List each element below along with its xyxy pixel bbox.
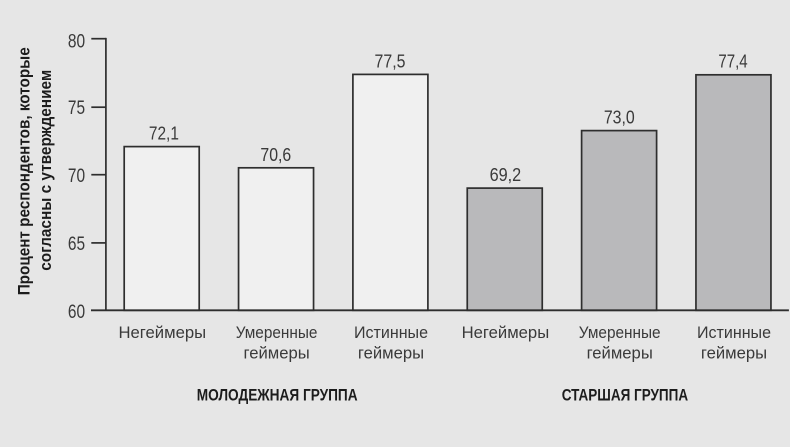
svg-text:Истинные: Истинные — [697, 324, 771, 342]
svg-text:геймеры: геймеры — [587, 344, 653, 362]
svg-text:69,2: 69,2 — [490, 164, 522, 185]
svg-text:согласны с утверждением: согласны с утверждением — [36, 70, 55, 271]
svg-text:геймеры: геймеры — [244, 344, 310, 362]
svg-text:Умеренные: Умеренные — [579, 324, 661, 342]
svg-text:МОЛОДЕЖНАЯ ГРУППА: МОЛОДЕЖНАЯ ГРУППА — [197, 385, 358, 404]
svg-text:65: 65 — [68, 233, 85, 255]
svg-text:Негеймеры: Негеймеры — [119, 324, 207, 342]
svg-text:72,1: 72,1 — [149, 123, 179, 144]
svg-text:73,0: 73,0 — [604, 107, 635, 128]
svg-text:СТАРШАЯ ГРУППА: СТАРШАЯ ГРУППА — [562, 385, 688, 404]
svg-text:Процент респондентов, которые: Процент респондентов, которые — [15, 47, 34, 295]
svg-text:геймеры: геймеры — [701, 344, 767, 362]
svg-text:80: 80 — [68, 31, 85, 53]
svg-text:75: 75 — [68, 97, 85, 119]
svg-text:77,4: 77,4 — [718, 51, 747, 72]
svg-text:Негеймеры: Негеймеры — [462, 324, 550, 342]
svg-text:Умеренные: Умеренные — [236, 324, 318, 342]
svg-text:70: 70 — [68, 165, 85, 187]
svg-text:Истинные: Истинные — [354, 324, 428, 342]
svg-text:70,6: 70,6 — [260, 144, 291, 165]
svg-text:60: 60 — [68, 301, 85, 323]
svg-text:77,5: 77,5 — [375, 51, 406, 72]
svg-text:геймеры: геймеры — [358, 344, 424, 362]
